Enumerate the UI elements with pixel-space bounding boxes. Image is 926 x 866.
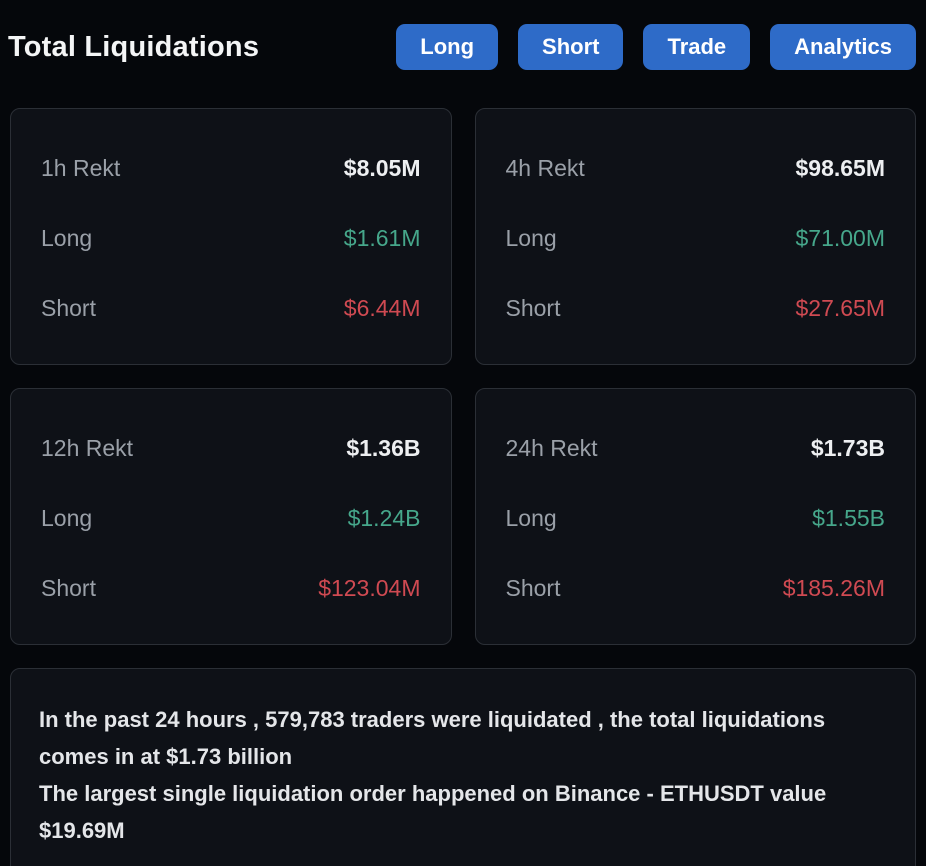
long-value: $1.55B (812, 505, 885, 531)
long-label: Long (41, 225, 93, 251)
rekt-total-row: 24h Rekt $1.73B (505, 435, 886, 461)
short-value: $6.44M (343, 295, 421, 321)
short-row: Short $27.65M (505, 295, 886, 321)
liquidation-card-24h: 24h Rekt $1.73B Long $1.55B Short $185.2… (474, 388, 916, 645)
short-filter-button[interactable]: Short (518, 23, 624, 71)
long-row: Long $1.61M (41, 225, 421, 251)
liquidation-cards-grid: 1h Rekt $8.05M Long $1.61M Short $6.44M … (10, 108, 916, 645)
short-value: $185.26M (782, 575, 885, 601)
long-row: Long $71.00M (505, 225, 886, 251)
rekt-total-row: 1h Rekt $8.05M (41, 155, 421, 181)
short-value: $27.65M (795, 295, 885, 321)
rekt-total-value: $8.05M (343, 155, 421, 181)
rekt-total-value: $98.65M (795, 155, 885, 181)
rekt-total-row: 4h Rekt $98.65M (505, 155, 886, 181)
period-label: 4h Rekt (505, 155, 585, 181)
short-label: Short (505, 575, 561, 601)
page-title: Total Liquidations (8, 30, 260, 63)
summary-line-2: The largest single liquidation order hap… (39, 781, 827, 843)
long-row: Long $1.24B (41, 505, 421, 531)
header-button-row: Long Short Trade Analytics (396, 23, 916, 71)
liquidation-card-12h: 12h Rekt $1.36B Long $1.24B Short $123.0… (10, 388, 452, 645)
rekt-total-value: $1.36B (346, 435, 421, 461)
long-value: $1.61M (343, 225, 421, 251)
rekt-total-value: $1.73B (810, 435, 885, 461)
long-filter-button[interactable]: Long (396, 23, 499, 71)
short-value: $123.04M (318, 575, 421, 601)
short-label: Short (41, 575, 96, 601)
header: Total Liquidations Long Short Trade Anal… (0, 0, 926, 94)
liquidation-card-4h: 4h Rekt $98.65M Long $71.00M Short $27.6… (474, 108, 916, 365)
period-label: 24h Rekt (505, 435, 598, 461)
liquidation-card-1h: 1h Rekt $8.05M Long $1.61M Short $6.44M (10, 108, 452, 365)
long-label: Long (41, 505, 93, 531)
summary-line-1: In the past 24 hours , 579,783 traders w… (39, 707, 826, 769)
rekt-total-row: 12h Rekt $1.36B (41, 435, 421, 461)
trade-button[interactable]: Trade (643, 23, 751, 71)
short-label: Short (505, 295, 561, 321)
period-label: 12h Rekt (41, 435, 134, 461)
long-value: $71.00M (795, 225, 885, 251)
short-row: Short $123.04M (41, 575, 421, 601)
short-label: Short (41, 295, 96, 321)
long-row: Long $1.55B (505, 505, 886, 531)
long-value: $1.24B (347, 505, 421, 531)
summary-card: In the past 24 hours , 579,783 traders w… (10, 668, 916, 866)
period-label: 1h Rekt (41, 155, 121, 181)
short-row: Short $185.26M (505, 575, 886, 601)
short-row: Short $6.44M (41, 295, 421, 321)
analytics-button[interactable]: Analytics (770, 23, 916, 71)
long-label: Long (505, 225, 557, 251)
long-label: Long (505, 505, 557, 531)
